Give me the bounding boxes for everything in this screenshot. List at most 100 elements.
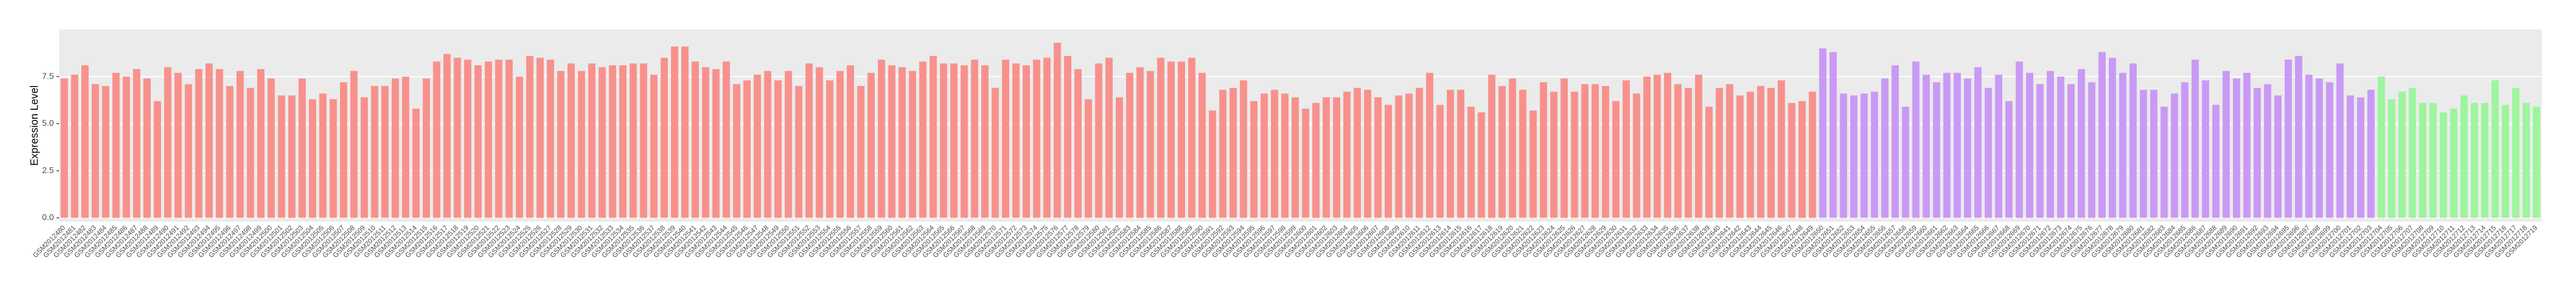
bar [1353, 88, 1361, 218]
bar [195, 69, 203, 218]
bar [2450, 108, 2458, 218]
bar [2098, 52, 2106, 218]
bar [2047, 71, 2054, 218]
bar [2078, 69, 2085, 218]
bar [1840, 93, 1848, 218]
bar [753, 74, 761, 218]
bar [2243, 73, 2251, 218]
bar [908, 71, 916, 218]
bar [981, 65, 989, 218]
bar [505, 60, 513, 218]
bar [2460, 95, 2468, 218]
bar [1198, 73, 1206, 218]
bar [1478, 112, 1485, 218]
bar [857, 86, 865, 218]
bar [412, 108, 420, 218]
bar [1850, 95, 1858, 218]
bar [1674, 84, 1682, 218]
bar [588, 63, 596, 218]
bar [1002, 60, 1009, 218]
bar [629, 63, 637, 218]
bar [2274, 95, 2282, 218]
bar [422, 78, 430, 218]
bar [1581, 84, 1589, 218]
bar [1261, 93, 1268, 218]
bar [971, 60, 979, 218]
bar [526, 55, 534, 218]
bar [1695, 74, 1702, 218]
bar [2160, 107, 2168, 218]
bar [1395, 95, 1403, 218]
bar [1012, 63, 1020, 218]
bar [784, 71, 792, 218]
bar [1188, 58, 1196, 218]
bar [1871, 91, 1878, 218]
bar [1239, 80, 1247, 218]
bar [888, 65, 896, 218]
bar [1550, 91, 1558, 218]
bar [567, 63, 575, 218]
bar [1084, 99, 1092, 218]
bar [1736, 95, 1744, 218]
bar [1033, 60, 1040, 218]
bar [2150, 90, 2158, 218]
bar [319, 93, 327, 218]
bar [1540, 82, 1547, 218]
bar [464, 60, 471, 218]
bar [1322, 97, 1330, 218]
bar [1808, 91, 1816, 218]
bar [485, 61, 493, 218]
bar [1115, 97, 1123, 218]
bar [640, 63, 648, 218]
bar [2336, 63, 2344, 218]
bar [2470, 103, 2478, 218]
bar [1302, 108, 1310, 218]
bar [1229, 88, 1237, 218]
bar [1622, 80, 1630, 218]
bar [764, 71, 772, 218]
bar [267, 78, 275, 218]
bar [1819, 48, 1826, 218]
bar [205, 63, 213, 218]
bar [2429, 103, 2437, 218]
y-tick-label: 0.0 [42, 213, 54, 222]
bar [2139, 90, 2147, 218]
bar [1343, 91, 1351, 218]
bar [516, 77, 523, 218]
bar [1095, 63, 1103, 218]
bar [1529, 110, 1537, 218]
bar [2119, 73, 2127, 218]
bar [236, 71, 244, 218]
bar [2305, 74, 2313, 218]
bar [495, 60, 503, 218]
bar [1250, 101, 1258, 218]
bar [1860, 93, 1868, 218]
bar [1488, 74, 1495, 218]
bar [2026, 73, 2033, 218]
bar [1467, 107, 1475, 218]
bar [2481, 103, 2489, 218]
bar [1291, 97, 1299, 218]
bar [836, 71, 844, 218]
bar [1705, 107, 1713, 218]
bar [1136, 67, 1144, 218]
bar [1385, 104, 1392, 218]
bar [2181, 82, 2189, 218]
bar [174, 73, 182, 218]
bar [433, 61, 441, 218]
bar [298, 78, 306, 218]
bar [1043, 58, 1051, 218]
bar [60, 78, 68, 218]
bar [247, 88, 254, 218]
bar [1271, 90, 1278, 218]
y-tick-label: 2.5 [42, 166, 54, 175]
bar [2129, 63, 2137, 218]
bar [81, 65, 89, 218]
bar [1405, 93, 1413, 218]
bar [1167, 61, 1175, 218]
bar [91, 84, 99, 218]
bar [878, 60, 885, 218]
bar [474, 65, 482, 218]
bar [1364, 90, 1371, 218]
